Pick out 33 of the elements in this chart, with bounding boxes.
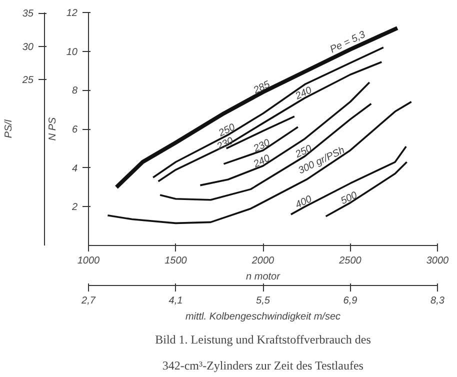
- annotation: 500: [339, 190, 360, 208]
- y-tick-label: 6: [72, 124, 78, 136]
- y-tick-label: 4: [72, 163, 78, 174]
- annotation: 400: [294, 194, 314, 211]
- x2-tick-label: 4,1: [168, 296, 183, 306]
- y2-axis-title: PS/l: [3, 119, 14, 138]
- y2-tick-label: 30: [22, 42, 34, 53]
- annotation: 240: [251, 152, 272, 171]
- y-tick-label: 8: [72, 86, 78, 97]
- y-axis-title: N PS: [47, 117, 58, 141]
- annotation: 285: [251, 79, 272, 97]
- annotation: 230: [251, 137, 272, 156]
- y-tick-label: 12: [66, 8, 78, 19]
- annotation: Pe = 5,3: [328, 29, 368, 56]
- annotation: 250: [292, 143, 314, 161]
- x2-tick-label: 5,5: [256, 296, 270, 306]
- y-tick-label: 10: [66, 46, 78, 58]
- x-tick-label: 3000: [426, 256, 450, 266]
- x-tick-label: 2000: [250, 256, 275, 266]
- x-tick-label: 1500: [164, 256, 188, 266]
- x2-tick-label: 2,7: [80, 296, 96, 306]
- x2-tick-label: 6,9: [343, 296, 358, 306]
- annotation: 240: [292, 84, 314, 103]
- text: Bild 1. Leistung und Kraftstoffverbrauch des 342-cm³-Zylinders zur Zeit des Testlaufes: [155, 332, 372, 372]
- annotation: 230: [214, 135, 236, 154]
- x-tick-label: 1000: [77, 256, 100, 266]
- x-tick-label: 2500: [338, 256, 362, 266]
- x-axis-title: n motor: [246, 272, 281, 282]
- x2-axis-title: mittl. Kolbengeschwindigkeit m/sec: [185, 312, 341, 322]
- x2-tick-label: 8,3: [430, 296, 445, 306]
- y2-tick-label: 25: [21, 75, 34, 86]
- y2-tick-label: 35: [22, 8, 34, 20]
- y-tick-label: 2: [70, 202, 78, 214]
